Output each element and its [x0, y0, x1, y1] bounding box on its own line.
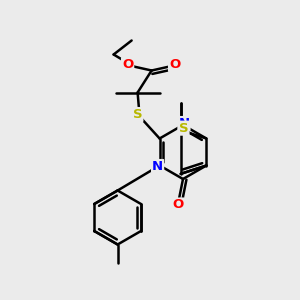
- Text: O: O: [172, 199, 184, 212]
- Text: O: O: [169, 58, 180, 71]
- Text: S: S: [179, 122, 188, 135]
- Text: N: N: [178, 117, 190, 130]
- Text: S: S: [133, 108, 142, 121]
- Text: O: O: [122, 58, 133, 71]
- Text: N: N: [152, 160, 163, 173]
